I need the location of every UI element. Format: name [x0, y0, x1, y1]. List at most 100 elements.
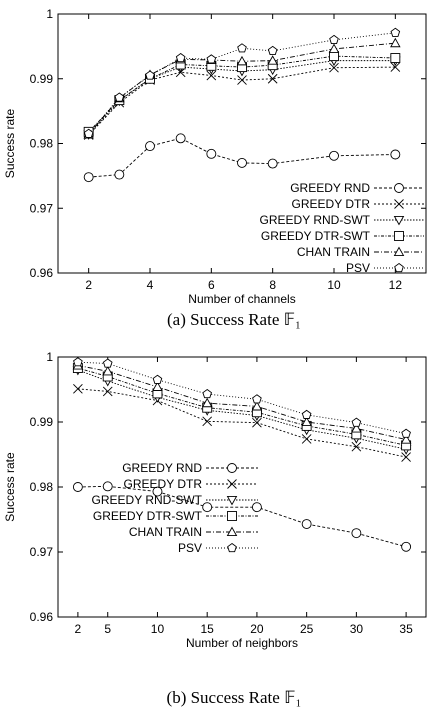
- legend-marker-b: [227, 479, 237, 489]
- x-tick-label: 15: [201, 622, 215, 636]
- legend-label: CHAN TRAIN: [297, 245, 370, 259]
- data-point: [390, 62, 401, 72]
- data-point: [102, 386, 113, 397]
- legend-marker: [226, 495, 238, 506]
- data-point: [72, 482, 83, 492]
- data-point: [400, 434, 412, 444]
- x-tick-label: 12: [389, 278, 403, 292]
- data-point: [237, 43, 247, 53]
- data-point: [390, 37, 401, 48]
- data-point: [83, 128, 94, 138]
- data-point: [252, 394, 262, 404]
- data-point: [329, 34, 339, 44]
- x-tick-label: 20: [250, 622, 264, 636]
- legend-label: GREEDY DTR-SWT: [93, 509, 203, 523]
- legend-label: GREEDY RND: [290, 181, 370, 195]
- data-point: [401, 428, 411, 438]
- figure-caption: (b) Success Rate 𝔽₁: [167, 688, 302, 707]
- x-tick-label: 5: [104, 622, 111, 636]
- data-point: [267, 45, 278, 55]
- legend-marker: [227, 542, 237, 553]
- series-greedy-rnd-swt: [72, 365, 412, 455]
- data-point: [73, 384, 83, 394]
- legend-marker: [394, 231, 404, 241]
- data-point-b: [202, 416, 213, 427]
- data-point: [251, 502, 262, 513]
- x-tick-label: 10: [151, 622, 165, 636]
- series-line: [77, 369, 407, 450]
- data-point: [202, 502, 213, 513]
- data-point: [152, 381, 163, 391]
- series-line: [88, 55, 396, 133]
- data-point-b: [206, 70, 217, 81]
- data-point-b: [252, 417, 262, 428]
- y-tick-label: 0.96: [30, 610, 54, 624]
- legend-label: GREEDY DTR-SWT: [261, 229, 371, 243]
- y-tick-label: 0.98: [30, 480, 54, 494]
- series-greedy-dtr-swt: [72, 363, 412, 451]
- series-greedy-rnd: [72, 481, 412, 552]
- series-psv: [83, 27, 401, 138]
- data-point: [251, 400, 263, 411]
- data-point: [252, 417, 262, 428]
- plot-frame: [57, 13, 427, 274]
- x-tick-label: 2: [85, 278, 92, 292]
- data-point: [329, 62, 339, 73]
- data-point: [102, 481, 113, 492]
- legend-marker: [394, 262, 404, 273]
- y-tick-label: 0.97: [30, 201, 54, 215]
- legend-marker: [394, 183, 404, 193]
- series-line: [88, 66, 396, 136]
- data-point: [301, 409, 312, 419]
- legend-marker: [393, 246, 405, 257]
- legend-label: GREEDY RND-SWT: [260, 213, 371, 227]
- x-tick-label: 8: [269, 278, 276, 292]
- legend-label: PSV: [346, 261, 370, 275]
- data-point-b: [351, 441, 362, 452]
- data-point: [267, 158, 278, 169]
- x-tick-label: 4: [147, 278, 154, 292]
- data-point: [237, 75, 247, 85]
- legend-label: GREEDY DTR: [292, 197, 371, 211]
- data-point-b: [401, 452, 411, 462]
- data-point: [328, 43, 340, 54]
- series-line: [77, 367, 407, 446]
- data-point: [102, 358, 113, 368]
- data-point: [145, 141, 155, 152]
- series-line: [88, 137, 396, 178]
- data-point: [390, 149, 401, 160]
- data-point: [401, 452, 411, 462]
- y-tick-label: 0.99: [30, 415, 54, 429]
- y-tick-label: 0.97: [30, 545, 54, 559]
- legend-marker: [226, 526, 238, 537]
- legend-label: GREEDY RND-SWT: [92, 493, 203, 507]
- legend-label: GREEDY DTR: [124, 477, 203, 491]
- y-tick-label: 1: [46, 7, 53, 21]
- legend: GREEDY RND GREEDY DTR GREEDY RND-SWT GREEDY…: [260, 181, 424, 275]
- data-point: [401, 541, 412, 552]
- data-point: [152, 486, 163, 497]
- data-point: [351, 417, 362, 427]
- x-tick-label: 2: [75, 622, 82, 636]
- y-axis-label: Success rate: [3, 108, 17, 178]
- data-point: [83, 172, 94, 183]
- data-point-b: [73, 384, 83, 394]
- series-greedy-rnd: [83, 133, 401, 183]
- x-axis-label: Number of neighbors: [186, 636, 298, 650]
- data-point: [201, 397, 213, 408]
- data-point-b: [390, 62, 401, 72]
- data-point: [351, 423, 362, 433]
- data-point: [175, 133, 186, 144]
- data-point: [351, 441, 362, 452]
- data-point: [301, 519, 312, 529]
- data-point: [206, 70, 217, 81]
- series-greedy-dtr: [73, 384, 411, 462]
- legend-marker: [227, 479, 237, 489]
- x-axis-label: Number of channels: [188, 292, 295, 306]
- series-psv: [73, 357, 411, 438]
- y-tick-label: 0.99: [30, 72, 54, 86]
- data-point: [202, 416, 213, 427]
